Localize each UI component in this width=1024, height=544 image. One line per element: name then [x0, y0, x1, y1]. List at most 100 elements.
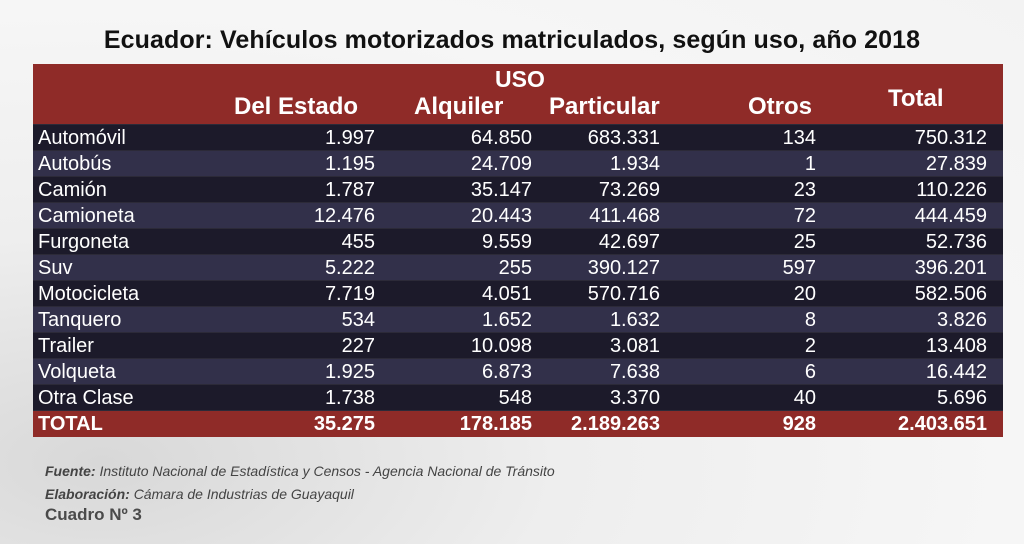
- cell-total: 444.459: [914, 205, 987, 227]
- cell-particular: 7.638: [609, 361, 660, 383]
- table-id: Cuadro Nº 3: [45, 505, 142, 524]
- table-row: Automóvil 1.997 64.850 683.331 134 750.312: [33, 124, 1003, 150]
- cell-total: 396.201: [914, 257, 987, 279]
- cell-del-estado: 455: [341, 231, 375, 253]
- row-label: Camión: [38, 179, 107, 201]
- cell-del-estado: 5.222: [324, 257, 375, 279]
- cell-particular: 570.716: [587, 283, 660, 305]
- total-total: 2.403.651: [898, 413, 987, 435]
- cell-alquiler: 6.873: [481, 361, 532, 383]
- cell-otros: 6: [804, 361, 816, 383]
- cell-total: 27.839: [925, 153, 987, 175]
- cell-total: 5.696: [936, 387, 987, 409]
- row-label: Furgoneta: [38, 231, 130, 253]
- cell-total: 750.312: [914, 127, 987, 149]
- cell-alquiler: 1.652: [481, 309, 532, 331]
- cell-total: 52.736: [925, 231, 987, 253]
- table-row: Furgoneta 455 9.559 42.697 25 52.736: [33, 228, 1003, 254]
- cell-otros: 597: [782, 257, 816, 279]
- cell-otros: 134: [782, 127, 816, 149]
- cell-total: 582.506: [914, 283, 987, 305]
- row-label: Tanquero: [38, 309, 122, 331]
- col-header-otros: Otros: [748, 93, 813, 120]
- cell-del-estado: 12.476: [313, 205, 375, 227]
- cell-del-estado: 1.738: [324, 387, 375, 409]
- source-text: Instituto Nacional de Estadística y Cens…: [99, 463, 555, 479]
- row-label: Camioneta: [38, 205, 135, 227]
- cell-del-estado: 227: [341, 335, 375, 357]
- cell-alquiler: 4.051: [481, 283, 532, 305]
- vehicle-table: USO Del Estado Alquiler Particular Otros…: [33, 64, 1003, 437]
- made-by-text: Cámara de Industrias de Guayaquil: [133, 486, 354, 502]
- cell-otros: 1: [804, 153, 816, 175]
- table-row: Camioneta 12.476 20.443 411.468 72 444.459: [33, 202, 1003, 228]
- cell-alquiler: 10.098: [470, 335, 532, 357]
- cell-particular: 683.331: [587, 127, 660, 149]
- page-title: Ecuador: Vehículos motorizados matricula…: [103, 26, 921, 54]
- cell-alquiler: 548: [498, 387, 532, 409]
- cell-particular: 411.468: [589, 205, 660, 227]
- table-row: Otra Clase 1.738 548 3.370 40 5.696: [33, 384, 1003, 410]
- cell-del-estado: 534: [341, 309, 375, 331]
- made-by-label: Elaboración:: [45, 486, 130, 502]
- made-by-note: Elaboración: Cámara de Industrias de Gua…: [45, 486, 354, 502]
- cell-alquiler: 9.559: [481, 231, 532, 253]
- table-row: Tanquero 534 1.652 1.632 8 3.826: [33, 306, 1003, 332]
- row-label: Autobús: [38, 153, 112, 175]
- table-row: Trailer 227 10.098 3.081 2 13.408: [33, 332, 1003, 358]
- cell-alquiler: 255: [498, 257, 532, 279]
- total-row: TOTAL 35.275 178.185 2.189.263 928 2.403…: [33, 410, 1003, 437]
- cell-otros: 20: [793, 283, 816, 305]
- cell-particular: 390.127: [587, 257, 660, 279]
- cell-otros: 25: [793, 231, 816, 253]
- cell-otros: 72: [793, 205, 816, 227]
- row-label: Trailer: [38, 335, 94, 357]
- cell-del-estado: 1.925: [324, 361, 375, 383]
- total-label: TOTAL: [38, 413, 103, 435]
- cell-alquiler: 24.709: [470, 153, 532, 175]
- cell-alquiler: 35.147: [470, 179, 532, 201]
- col-header-del-estado: Del Estado: [234, 93, 359, 120]
- cell-otros: 2: [804, 335, 816, 357]
- row-label: Otra Clase: [38, 387, 134, 409]
- source-note: Fuente: Instituto Nacional de Estadístic…: [45, 463, 555, 479]
- cell-otros: 23: [793, 179, 816, 201]
- cell-particular: 3.081: [609, 335, 660, 357]
- cell-del-estado: 1.195: [324, 153, 375, 175]
- cell-del-estado: 7.719: [324, 283, 375, 305]
- cell-particular: 1.934: [609, 153, 660, 175]
- cell-particular: 42.697: [598, 231, 660, 253]
- cell-otros: 40: [793, 387, 816, 409]
- row-label: Motocicleta: [38, 283, 140, 305]
- row-label: Suv: [38, 257, 73, 279]
- cell-particular: 3.370: [609, 387, 660, 409]
- cell-alquiler: 64.850: [470, 127, 532, 149]
- row-label: Volqueta: [38, 361, 116, 383]
- cell-total: 16.442: [925, 361, 987, 383]
- total-otros: 928: [782, 413, 816, 435]
- total-del-estado: 35.275: [313, 413, 375, 435]
- cell-total: 3.826: [936, 309, 987, 331]
- col-header-total: Total: [888, 85, 944, 112]
- table-row: Camión 1.787 35.147 73.269 23 110.226: [33, 176, 1003, 202]
- table-row: Suv 5.222 255 390.127 597 396.201: [33, 254, 1003, 280]
- cell-particular: 73.269: [598, 179, 660, 201]
- table-body: Automóvil 1.997 64.850 683.331 134 750.312 Aut…: [33, 124, 1003, 410]
- total-alquiler: 178.185: [459, 413, 532, 435]
- cell-total: 110.226: [916, 179, 987, 201]
- source-label: Fuente:: [45, 463, 96, 479]
- cell-del-estado: 1.787: [324, 179, 375, 201]
- total-particular: 2.189.263: [571, 413, 660, 435]
- table-row: Volqueta 1.925 6.873 7.638 6 16.442: [33, 358, 1003, 384]
- cell-total: 13.408: [925, 335, 987, 357]
- col-header-alquiler: Alquiler: [414, 93, 504, 120]
- row-label: Automóvil: [38, 127, 126, 149]
- cell-particular: 1.632: [609, 309, 660, 331]
- uso-group-header: USO: [495, 66, 545, 92]
- cell-alquiler: 20.443: [470, 205, 532, 227]
- table-row: Motocicleta 7.719 4.051 570.716 20 582.506: [33, 280, 1003, 306]
- col-header-particular: Particular: [549, 93, 660, 120]
- table-row: Autobús 1.195 24.709 1.934 1 27.839: [33, 150, 1003, 176]
- table-header: USO Del Estado Alquiler Particular Otros…: [33, 64, 1003, 124]
- cell-del-estado: 1.997: [324, 127, 375, 149]
